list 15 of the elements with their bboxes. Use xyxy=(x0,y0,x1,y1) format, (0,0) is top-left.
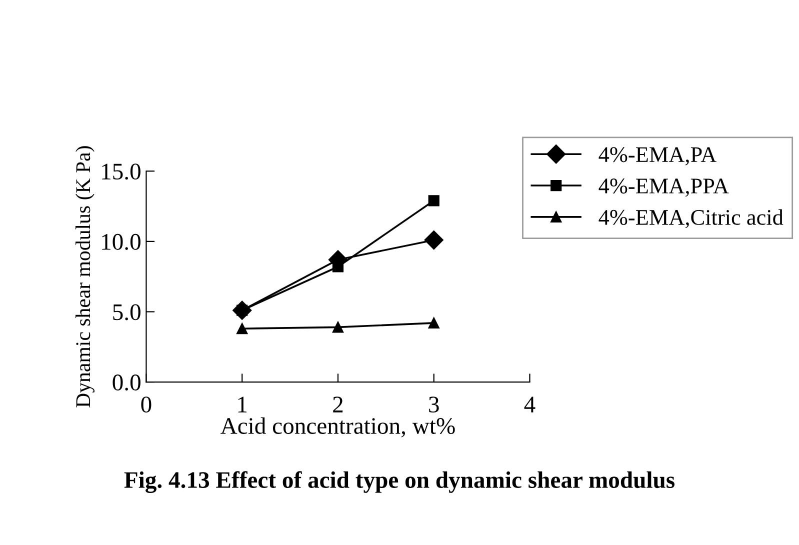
x-tick-label: 2 xyxy=(333,396,343,412)
text: Fig. 4.13 Effect of acid type on dynamic shear modulus xyxy=(124,471,675,493)
y-axis-title: Dynamic shear modulus (K Pa) xyxy=(76,146,94,408)
x-tick-label: 4 xyxy=(524,396,536,412)
y-tick-label: 10.0 xyxy=(102,234,140,250)
y-tick-label: 15.0 xyxy=(102,164,140,180)
y-tick-label: 5.0 xyxy=(113,304,140,320)
x-tick-label: 3 xyxy=(429,396,439,413)
x-tick-label: 0 xyxy=(141,396,152,413)
legend-label: 4%-EMA,PA xyxy=(598,147,716,166)
legend-label: 4%-EMA,PPA xyxy=(598,178,729,197)
legend-label: 4%-EMA,Citric acid xyxy=(598,209,784,228)
x-tick-label: 1 xyxy=(238,396,247,412)
x-axis-title: Acid concentration, wt% xyxy=(220,417,455,438)
y-tick-label: 0.0 xyxy=(112,374,140,391)
